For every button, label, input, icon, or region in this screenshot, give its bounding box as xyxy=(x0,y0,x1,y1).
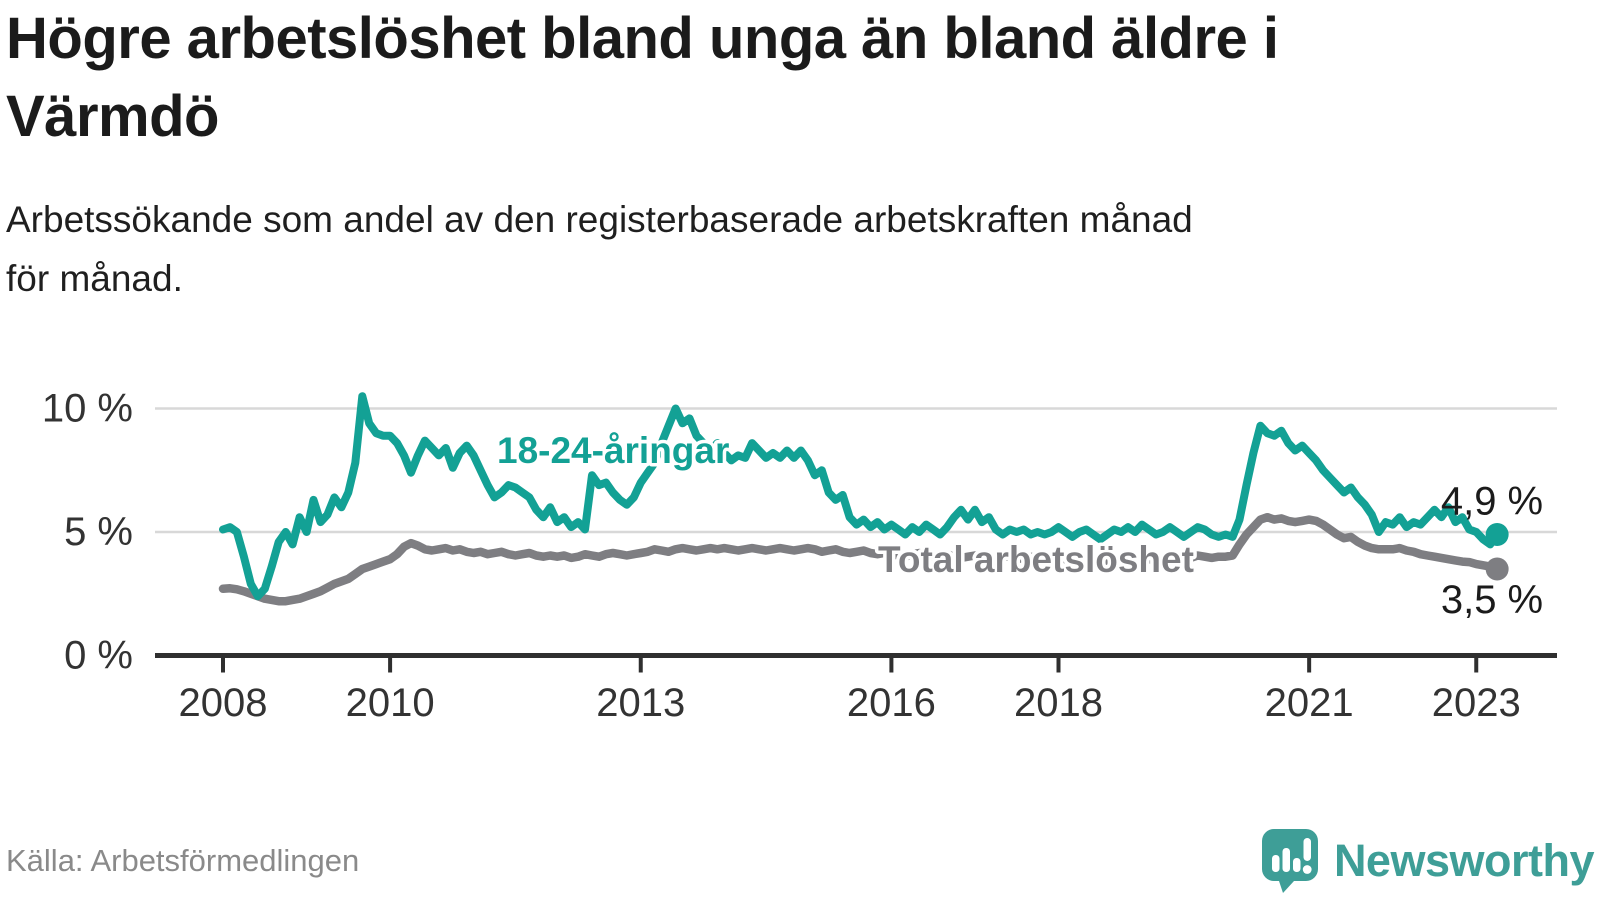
x-tick-label: 2016 xyxy=(847,681,936,725)
series-end-value: 4,9 % xyxy=(1441,479,1543,523)
chart-subtitle: Arbetssökande som andel av den registerb… xyxy=(6,190,1566,308)
page-title-line2: Värmdö xyxy=(6,84,219,149)
newsworthy-bubble-icon xyxy=(1261,829,1318,893)
y-tick-label: 5 % xyxy=(64,510,133,554)
x-tick-label: 2021 xyxy=(1265,681,1354,725)
chart-subtitle-line2: för månad. xyxy=(6,258,183,299)
series-end-dot xyxy=(1485,522,1509,546)
series-label: 18-24-åringar xyxy=(497,430,729,471)
series-line-total xyxy=(218,512,1502,606)
y-tick-label: 10 % xyxy=(42,387,133,431)
newsworthy-wordmark: Newsworthy xyxy=(1333,835,1595,886)
newsworthy-logo[interactable]: Newsworthy xyxy=(1261,828,1595,894)
x-tick-label: 2008 xyxy=(179,681,268,725)
x-tick-label: 2010 xyxy=(346,681,435,725)
x-tick-label: 2013 xyxy=(596,681,685,725)
series-line-youth xyxy=(219,392,1502,601)
page-title-line1: Högre arbetslöshet bland unga än bland ä… xyxy=(6,6,1279,71)
chart-subtitle-line1: Arbetssökande som andel av den registerb… xyxy=(6,199,1193,240)
source-note: Källa: Arbetsförmedlingen xyxy=(6,843,360,878)
x-tick-label: 2023 xyxy=(1432,681,1521,725)
y-tick-label: 0 % xyxy=(64,634,133,678)
x-tick-label: 2018 xyxy=(1014,681,1103,725)
series-end-value: 3,5 % xyxy=(1441,578,1543,622)
page-title: Högre arbetslöshet bland unga än bland ä… xyxy=(6,0,1566,156)
series-end-dot xyxy=(1485,557,1509,581)
series-label: Total arbetslöshet xyxy=(878,539,1194,580)
